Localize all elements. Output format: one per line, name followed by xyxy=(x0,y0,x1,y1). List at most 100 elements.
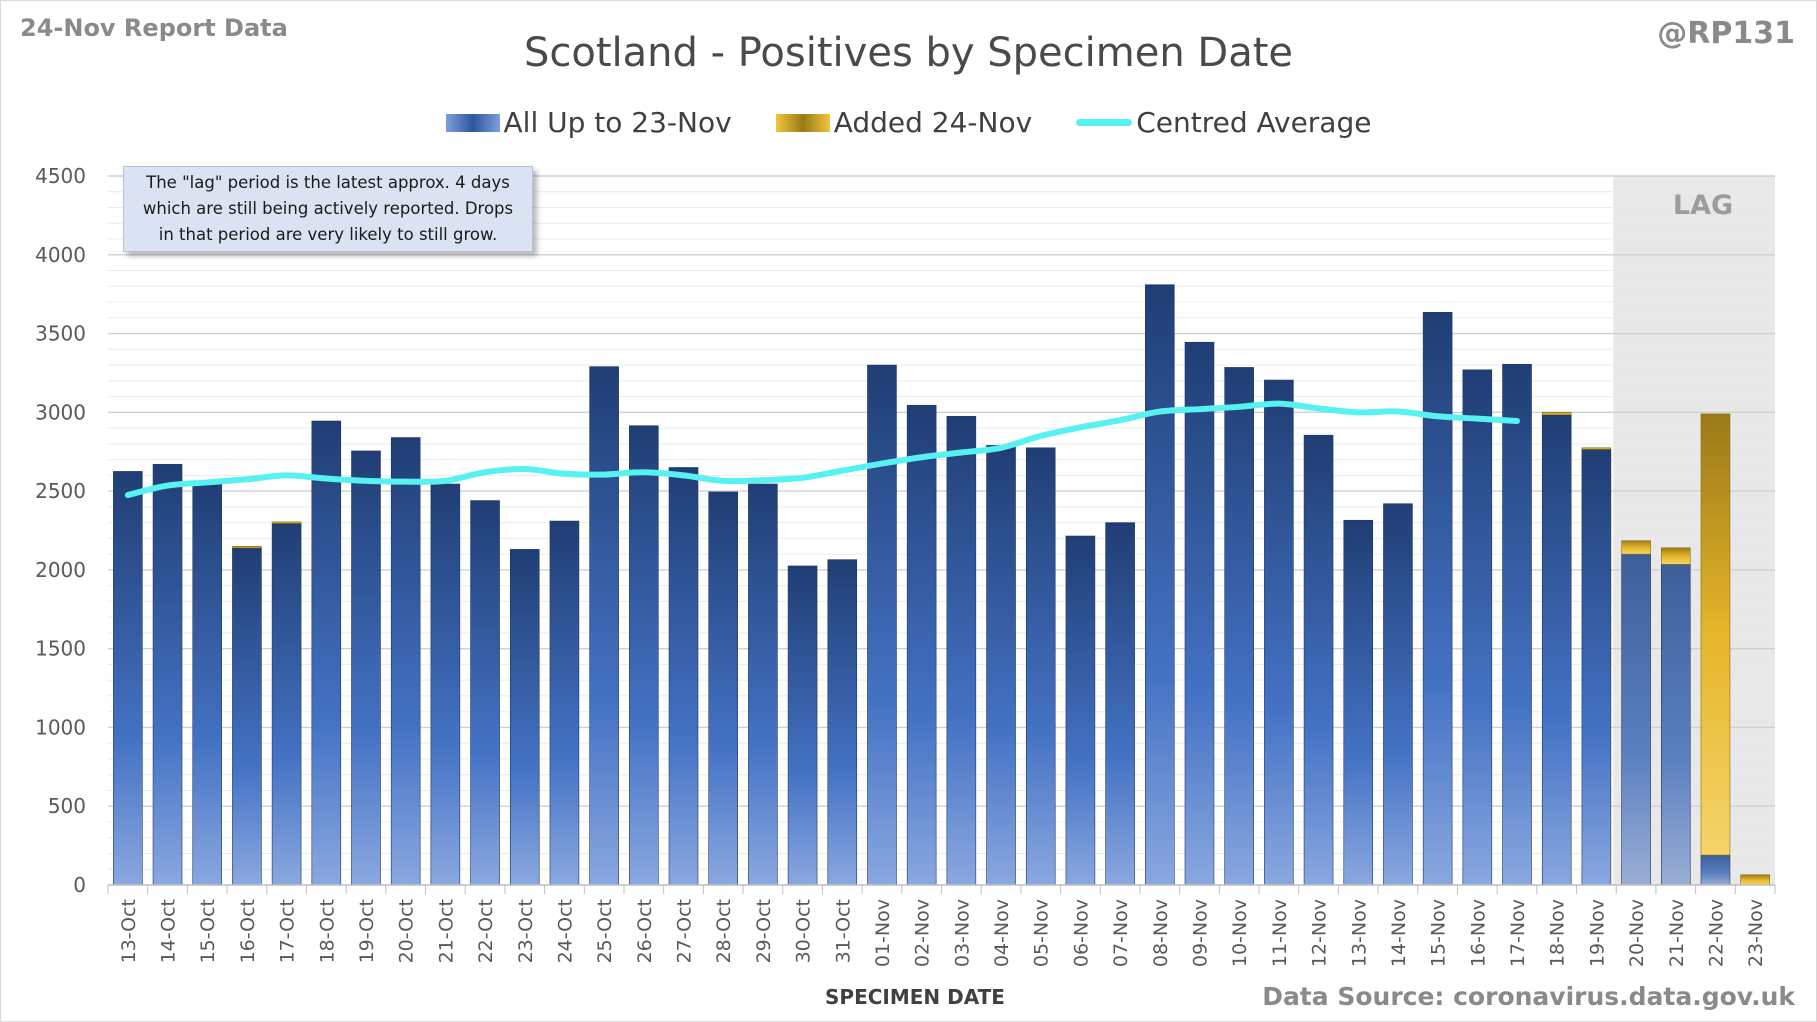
bar-base-21-Nov xyxy=(1660,564,1691,886)
y-tick-label: 0 xyxy=(73,873,86,897)
bar-base-21-Oct xyxy=(430,483,461,886)
bar-base-24-Oct xyxy=(549,520,580,886)
y-tick-label: 4000 xyxy=(35,243,86,267)
y-tick-label: 3000 xyxy=(35,400,86,424)
bar-base-30-Oct xyxy=(787,565,818,886)
x-tick-label: 12-Nov xyxy=(1309,899,1331,967)
bar-base-17-Nov xyxy=(1502,363,1532,886)
x-tick-label: 24-Oct xyxy=(554,899,576,963)
bar-base-16-Nov xyxy=(1462,369,1493,886)
x-tick-label: 04-Nov xyxy=(991,899,1013,967)
bar-added-21-Nov xyxy=(1660,547,1691,565)
bar-base-20-Oct xyxy=(390,437,421,886)
bar-added-16-Oct xyxy=(232,545,262,549)
bar-base-14-Nov xyxy=(1383,503,1413,886)
bar-added-19-Nov xyxy=(1581,447,1612,450)
bar-base-06-Nov xyxy=(1065,535,1096,886)
x-tick-label: 23-Nov xyxy=(1745,899,1767,967)
x-tick-label: 01-Nov xyxy=(872,899,894,967)
bar-base-09-Nov xyxy=(1184,341,1215,886)
x-tick-label: 22-Nov xyxy=(1705,899,1727,967)
x-tick-label: 19-Nov xyxy=(1586,899,1608,967)
bar-base-29-Oct xyxy=(748,483,778,886)
y-tick-label: 1000 xyxy=(35,715,86,739)
x-tick-label: 31-Oct xyxy=(832,899,854,963)
y-tick-label: 1500 xyxy=(35,637,86,661)
bar-base-26-Oct xyxy=(629,425,659,886)
x-tick-label: 20-Oct xyxy=(396,899,418,963)
bar-base-15-Oct xyxy=(192,481,223,886)
bar-base-02-Nov xyxy=(906,404,937,886)
bar-base-20-Nov xyxy=(1621,553,1651,886)
legend-entry-added: Added 24-Nov xyxy=(775,106,1033,139)
x-tick-label: 29-Oct xyxy=(753,899,775,963)
bar-base-07-Nov xyxy=(1105,522,1135,886)
x-tick-label: 16-Oct xyxy=(237,899,259,963)
bar-base-03-Nov xyxy=(946,415,977,886)
legend-swatch-average xyxy=(1076,119,1133,126)
bar-base-19-Nov xyxy=(1581,449,1612,886)
chart-title: Scotland - Positives by Specimen Date xyxy=(523,30,1294,76)
x-tick-label: 23-Oct xyxy=(515,899,537,963)
lag-period-label: LAG xyxy=(1672,190,1734,221)
legend-entry-all-up-to: All Up to 23-Nov xyxy=(445,106,732,139)
legend-label-average: Centred Average xyxy=(1136,106,1372,139)
bar-base-27-Oct xyxy=(668,467,699,886)
bar-base-22-Nov xyxy=(1700,854,1731,886)
bar-base-25-Oct xyxy=(589,366,619,886)
chart-legend: All Up to 23-Nov Added 24-Nov Centred Av… xyxy=(0,106,1817,139)
bar-base-13-Oct xyxy=(113,471,143,886)
x-tick-label: 13-Oct xyxy=(118,899,140,963)
bar-base-12-Nov xyxy=(1303,434,1334,886)
x-tick-label: 27-Oct xyxy=(674,899,696,963)
bar-added-22-Nov xyxy=(1700,413,1731,856)
bar-added-17-Oct xyxy=(271,521,302,524)
y-tick-label: 3500 xyxy=(35,322,86,346)
bar-base-31-Oct xyxy=(827,559,858,886)
bar-base-10-Nov xyxy=(1224,367,1254,886)
bar-base-08-Nov xyxy=(1145,284,1175,886)
x-tick-label: 25-Oct xyxy=(594,899,616,963)
x-tick-label: 26-Oct xyxy=(634,899,656,963)
bar-base-16-Oct xyxy=(232,547,262,886)
x-tick-label: 22-Oct xyxy=(475,899,497,963)
x-tick-label: 10-Nov xyxy=(1229,899,1251,967)
bar-base-17-Oct xyxy=(271,523,302,886)
x-tick-label: 30-Oct xyxy=(793,899,815,963)
y-tick-label: 4500 xyxy=(35,164,86,188)
bar-base-15-Nov xyxy=(1422,311,1453,886)
x-tick-label: 07-Nov xyxy=(1110,899,1132,967)
x-tick-label: 15-Nov xyxy=(1428,899,1450,967)
data-source-label: Data Source: coronavirus.data.gov.uk xyxy=(1262,982,1795,1011)
bar-base-23-Oct xyxy=(509,549,540,886)
x-tick-label: 05-Nov xyxy=(1031,899,1053,967)
x-tick-label: 14-Oct xyxy=(158,899,180,963)
legend-swatch-added xyxy=(775,113,830,132)
legend-label-added: Added 24-Nov xyxy=(833,106,1033,139)
x-tick-label: 18-Oct xyxy=(316,899,338,963)
x-tick-label: 08-Nov xyxy=(1150,899,1172,967)
bar-base-01-Nov xyxy=(867,364,897,886)
bar-base-04-Nov xyxy=(986,445,1016,886)
y-tick-label: 2000 xyxy=(35,558,86,582)
bar-base-18-Nov xyxy=(1541,414,1572,886)
author-handle: @RP131 xyxy=(1657,16,1795,51)
note-line: in that period are very likely to still … xyxy=(158,225,498,244)
x-tick-label: 17-Nov xyxy=(1507,899,1529,967)
x-axis-title: SPECIMEN DATE xyxy=(825,985,1005,1009)
legend-entry-average: Centred Average xyxy=(1076,106,1371,139)
x-tick-label: 11-Nov xyxy=(1269,899,1291,967)
bar-added-23-Nov xyxy=(1740,874,1770,886)
x-tick-label: 16-Nov xyxy=(1467,899,1489,967)
x-tick-label: 13-Nov xyxy=(1348,899,1370,967)
lag-explanation-note: The "lag" period is the latest approx. 4… xyxy=(123,166,533,252)
bar-base-14-Oct xyxy=(152,464,183,886)
bar-added-18-Nov xyxy=(1541,412,1572,415)
y-tick-label: 2500 xyxy=(35,479,86,503)
x-tick-label: 03-Nov xyxy=(951,899,973,967)
x-tick-label: 17-Oct xyxy=(277,899,299,963)
report-date-label: 24-Nov Report Data xyxy=(20,14,288,42)
y-tick-label: 500 xyxy=(48,794,86,818)
x-tick-label: 28-Oct xyxy=(713,899,735,963)
